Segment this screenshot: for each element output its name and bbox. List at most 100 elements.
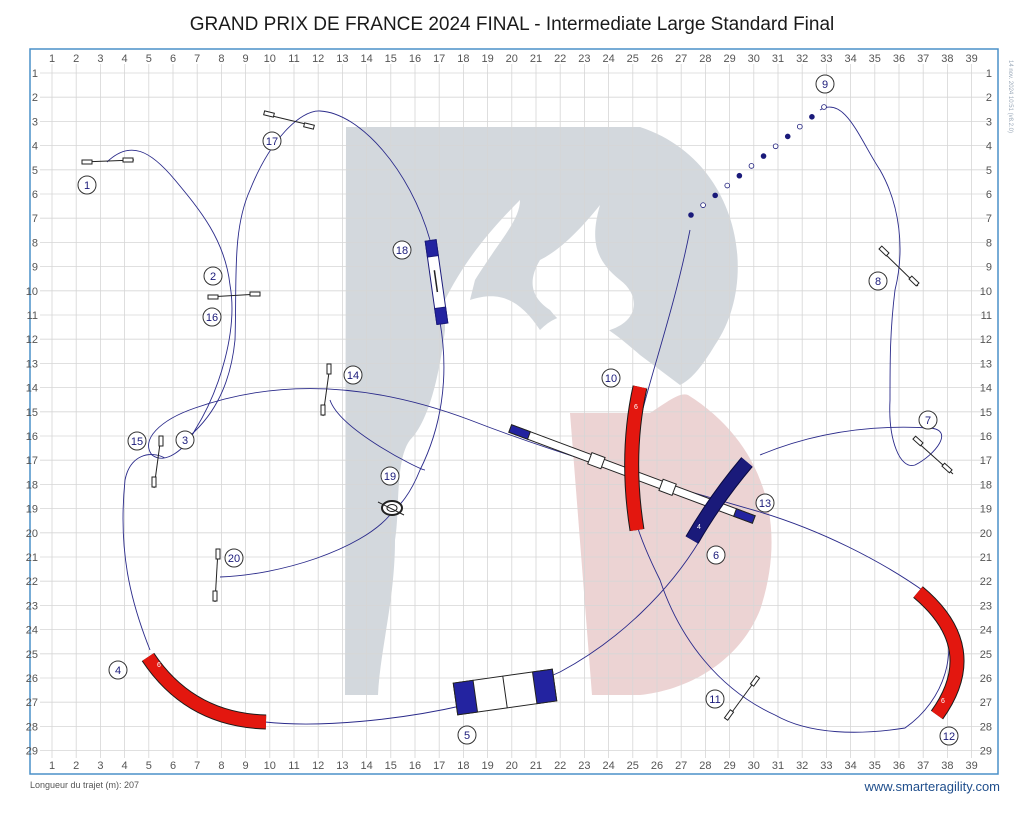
jump-8[interactable]	[878, 245, 920, 287]
grid-col-label-bottom: 23	[578, 760, 590, 772]
svg-text:12: 12	[943, 731, 955, 743]
obstacle-number-13: 13	[755, 493, 775, 513]
grid-row-label-left: 1	[32, 68, 38, 80]
grid-row-label-right: 12	[980, 334, 992, 346]
jump-11[interactable]	[723, 675, 761, 721]
jump-2[interactable]	[207, 291, 261, 300]
tunnel-10[interactable]: 6	[624, 385, 648, 532]
grid-col-label-bottom: 12	[312, 760, 324, 772]
grid-row-label-left: 16	[26, 431, 38, 443]
grid-row-label-left: 26	[26, 673, 38, 685]
jump-17[interactable]	[263, 110, 315, 130]
jump-20[interactable]	[212, 548, 221, 603]
weave-pole	[700, 202, 706, 208]
grid-row-label-right: 17	[980, 455, 992, 467]
grid-col-label-bottom: 11	[288, 760, 299, 772]
svg-text:11: 11	[709, 694, 720, 706]
obstacle-number-3: 3	[175, 430, 195, 450]
grid-col-label-top: 11	[288, 53, 299, 65]
grid-row-label-right: 28	[980, 721, 992, 733]
grid-row-label-left: 14	[26, 383, 38, 395]
grid-col-label-top: 38	[941, 53, 953, 65]
grid-col-label-top: 30	[748, 53, 760, 65]
grid-col-label-bottom: 18	[457, 760, 469, 772]
grid-col-label-bottom: 36	[893, 760, 905, 772]
grid-col-label-top: 17	[433, 53, 445, 65]
grid-col-label-bottom: 15	[385, 760, 397, 772]
grid-row-label-right: 16	[980, 431, 992, 443]
grid-col-label-top: 21	[530, 53, 542, 65]
grid-row-label-left: 4	[32, 141, 38, 153]
grid-row-label-left: 22	[26, 576, 38, 588]
grid-col-label-bottom: 33	[820, 760, 832, 772]
grid-col-label-bottom: 2	[73, 760, 79, 772]
jump-14[interactable]	[320, 363, 332, 417]
grid-row-label-left: 27	[26, 697, 38, 709]
svg-text:14: 14	[347, 370, 359, 382]
grid-row-label-right: 5	[986, 165, 992, 177]
grid-row-label-right: 24	[980, 625, 992, 637]
svg-text:4: 4	[115, 665, 121, 677]
weave-pole	[724, 182, 731, 189]
grid-row-label-left: 10	[26, 286, 38, 298]
grid-row-label-right: 6	[986, 189, 992, 201]
grid-col-label-top: 4	[122, 53, 128, 65]
weave-pole	[760, 153, 767, 159]
obstacle-number-19: 19	[380, 466, 400, 486]
svg-text:20: 20	[228, 553, 240, 565]
logo-gray-shape	[345, 127, 738, 695]
grid-col-label-bottom: 26	[651, 760, 663, 772]
svg-text:3: 3	[182, 435, 188, 447]
grid-row-label-right: 19	[980, 504, 992, 516]
jump-7[interactable]	[912, 435, 954, 475]
obstacle-number-5: 5	[457, 725, 477, 745]
grid-col-label-bottom: 22	[554, 760, 566, 772]
grid-row-label-right: 11	[981, 310, 992, 322]
svg-text:10: 10	[605, 373, 617, 385]
grid-row-label-right: 13	[980, 358, 992, 370]
grid-col-label-top: 31	[772, 53, 784, 65]
website-link[interactable]: www.smarteragility.com	[864, 779, 1000, 794]
svg-text:8: 8	[875, 276, 881, 288]
course-title: GRAND PRIX DE FRANCE 2024 FINAL - Interm…	[189, 14, 835, 35]
tunnel-4[interactable]: 6	[141, 652, 267, 730]
grid-row-label-right: 21	[980, 552, 992, 564]
grid-col-label-top: 2	[73, 53, 79, 65]
grid-col-label-top: 16	[409, 53, 421, 65]
a-frame-5[interactable]	[452, 668, 558, 716]
grid-col-label-bottom: 32	[796, 760, 808, 772]
tyre-19[interactable]	[377, 500, 405, 516]
svg-text:7: 7	[925, 415, 931, 427]
jump-15[interactable]	[151, 435, 164, 489]
svg-text:17: 17	[266, 136, 278, 148]
grid-col-label-bottom: 35	[869, 760, 881, 772]
obstacle-number-16: 16	[202, 307, 222, 327]
grid-row-label-right: 25	[980, 649, 992, 661]
grid-row-label-left: 15	[26, 407, 38, 419]
obstacle-number-8: 8	[868, 271, 888, 291]
tunnel-6[interactable]: 4	[685, 457, 753, 544]
grid-lines	[40, 64, 988, 758]
grid-col-label-top: 28	[699, 53, 711, 65]
version-stamp: 14 nov. 2024 10:51 (v8.2.0)	[1007, 60, 1013, 133]
grid-col-label-bottom: 37	[917, 760, 929, 772]
grid-row-label-left: 3	[32, 116, 38, 128]
jump-1[interactable]	[81, 157, 135, 165]
grid-col-label-top: 8	[218, 53, 224, 65]
obstacle-number-17: 17	[262, 131, 282, 151]
grid-row-label-right: 26	[980, 673, 992, 685]
grid-col-label-bottom: 1	[49, 760, 55, 772]
weave-9[interactable]	[688, 104, 827, 218]
grid-col-label-bottom: 29	[723, 760, 735, 772]
grid-row-label-left: 12	[26, 334, 38, 346]
grid-row-label-right: 2	[986, 92, 992, 104]
grid-row-label-left: 11	[27, 310, 38, 322]
obstacle-number-9: 9	[815, 74, 835, 94]
seesaw-18[interactable]	[424, 239, 449, 325]
grid-col-label-top: 33	[820, 53, 832, 65]
grid-row-label-left: 2	[32, 92, 38, 104]
grid-col-label-top: 37	[917, 53, 929, 65]
tunnel-12[interactable]: 6	[913, 586, 965, 720]
